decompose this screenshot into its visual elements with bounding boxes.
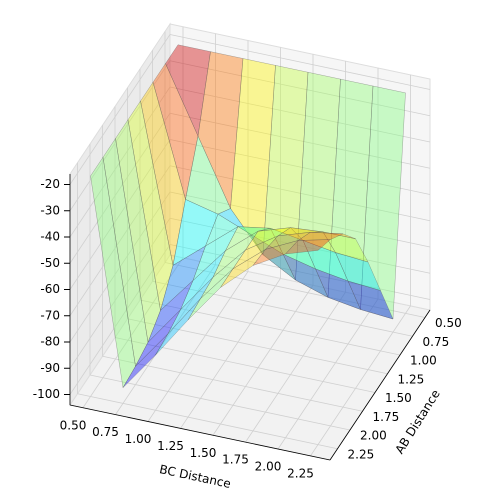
x-tick-label: 0.50 [60,418,87,432]
grid-line [169,139,431,195]
x-tick-label: 1.25 [157,439,184,453]
axis-line [329,309,431,461]
grid-line [89,374,351,431]
grid-line [69,86,171,238]
grid-line [82,257,184,408]
y-tick-label: 2.25 [348,447,375,461]
y-tick-label: 2.00 [360,429,387,443]
grid-line [169,112,431,169]
grid-line [169,86,431,143]
x-tick-label: 2.25 [287,466,314,480]
z-tick-label: -90 [40,361,60,375]
grid-line [169,244,431,300]
surface-patch [284,239,332,255]
grid-line [69,34,171,185]
grid-line [115,264,216,415]
y-tick-label: 1.00 [410,354,437,368]
y-tick-label: 1.25 [398,372,425,386]
grid-line [69,113,171,264]
z-tick-label: -30 [40,203,60,217]
x-tick-label: 1.00 [125,432,152,446]
axis-line [69,404,331,461]
z-tick-label: -100 [33,387,60,401]
grid-line [245,291,346,443]
grid-line [180,278,281,429]
x-tick-label: 1.50 [190,446,217,460]
y-tick-label: 0.50 [435,316,462,330]
x-tick-label: 2.00 [255,460,282,474]
grid-line [114,337,376,393]
grid-line [164,262,426,318]
grid-line [169,165,431,222]
grid-line [169,191,431,248]
grid-line [169,60,431,117]
grid-line [102,355,363,412]
grid-line [277,298,379,450]
grid-line [152,280,413,337]
y-tick-label: 0.75 [423,335,450,349]
x-tick-label: 0.75 [92,425,119,439]
y-tick-label: 1.50 [385,391,412,405]
y-tick-label: 1.75 [373,410,400,424]
grid-line [69,218,171,369]
z-tick-label: -20 [40,177,60,191]
grid-line [69,165,171,316]
z-tick-label: -80 [40,335,60,349]
grid-line [77,393,338,450]
z-tick-label: -70 [40,308,60,322]
grid-line [212,285,314,436]
grid-line [169,217,431,274]
grid-line [147,271,249,422]
x-axis-label: BC Distance [158,462,232,491]
grid-line [69,60,171,211]
z-tick-label: -50 [40,256,60,270]
grid-line [310,305,411,457]
z-tick-label: -60 [40,282,60,296]
grid-line [139,299,401,356]
grid-line [169,34,431,90]
grid-line [69,139,171,290]
z-tick-label: -40 [40,230,60,244]
x-tick-label: 1.75 [222,453,249,467]
